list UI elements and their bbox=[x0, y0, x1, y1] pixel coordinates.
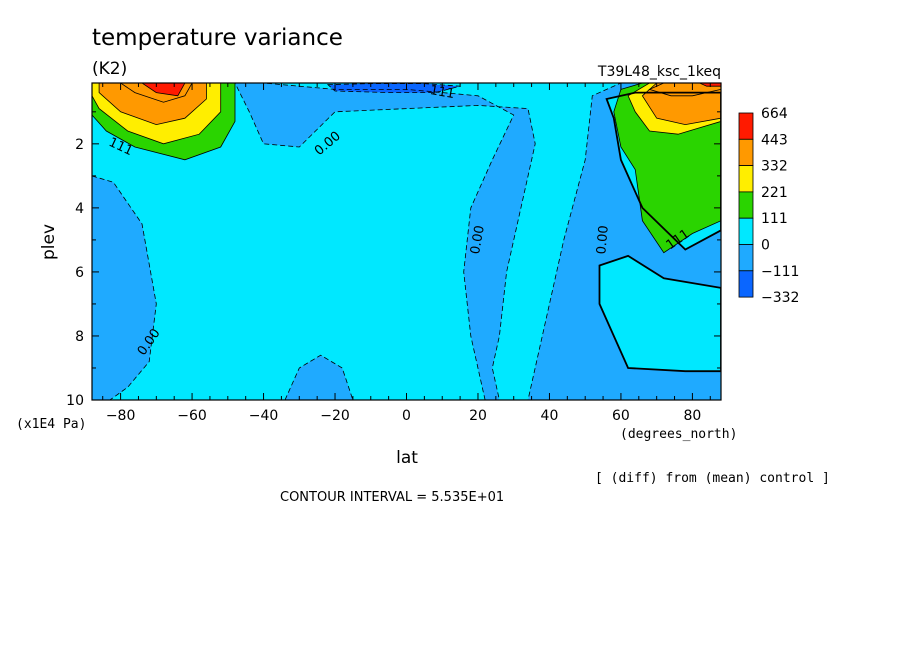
y-axis-label: plev bbox=[39, 224, 59, 260]
legend-label-6: −111 bbox=[761, 264, 799, 280]
x-tick-label-1: −60 bbox=[177, 408, 207, 424]
contour-region-6 bbox=[327, 83, 461, 93]
legend-swatch-1 bbox=[738, 138, 754, 167]
contour-line-7 bbox=[92, 83, 236, 161]
legend-swatch-6 bbox=[738, 270, 754, 298]
contour-line-4 bbox=[598, 254, 721, 373]
x-axis-units: (degrees_north) bbox=[620, 427, 737, 442]
x-tick-label-0: −80 bbox=[106, 408, 136, 424]
run-label: T39L48_ksc_1keq bbox=[597, 64, 721, 80]
contour-line-14 bbox=[641, 83, 721, 126]
y-axis-units: (x1E4 Pa) bbox=[16, 417, 86, 432]
y-tick-label-3: 8 bbox=[75, 329, 84, 345]
diff-note: [ (diff) from (mean) control ] bbox=[595, 471, 830, 486]
y-axis: 2 4 6 8 10 bbox=[66, 111, 721, 409]
x-tick-label-4: 0 bbox=[402, 408, 411, 424]
contour-interval: CONTOUR INTERVAL = 5.535E+01 bbox=[280, 490, 504, 505]
contour-region-2 bbox=[235, 83, 721, 400]
contour-line-5 bbox=[284, 354, 354, 400]
x-tick-label-8: 80 bbox=[683, 408, 701, 424]
legend-swatch-2 bbox=[738, 165, 754, 193]
contour-line-11 bbox=[141, 83, 186, 97]
contour-label-3: 111 bbox=[429, 83, 456, 102]
contour-line-9 bbox=[98, 83, 207, 126]
contour-label-4: 0.00 bbox=[468, 224, 488, 255]
legend-label-4: 111 bbox=[761, 211, 788, 227]
y-tick-label-1: 4 bbox=[75, 201, 84, 217]
y-tick-label-2: 6 bbox=[75, 265, 84, 281]
contour-line-10 bbox=[119, 83, 193, 103]
contour-region-1 bbox=[92, 175, 157, 400]
x-axis: −80 −60 −40 −20 0 20 40 60 80 bbox=[102, 83, 711, 424]
legend-swatch-3 bbox=[738, 191, 754, 219]
contour-line-2 bbox=[234, 83, 721, 400]
contour-line-16 bbox=[699, 83, 721, 87]
x-tick-label-2: −40 bbox=[249, 408, 279, 424]
color-legend: 664 443 332 221 111 0 −111 −332 bbox=[738, 106, 799, 306]
contour-lines bbox=[92, 83, 721, 400]
x-tick-label-7: 60 bbox=[612, 408, 630, 424]
contour-line-15 bbox=[648, 83, 721, 97]
y-tick-label-4: 10 bbox=[66, 393, 84, 409]
legend-label-7: −332 bbox=[761, 290, 799, 306]
legend-label-2: 332 bbox=[761, 159, 788, 175]
contour-line-3 bbox=[605, 91, 721, 251]
legend-label-5: 0 bbox=[761, 238, 770, 254]
chart-title: temperature variance bbox=[92, 25, 343, 51]
contour-label-5: 0.00 bbox=[594, 225, 611, 255]
contour-line-13 bbox=[627, 83, 721, 135]
contour-region-4 bbox=[599, 255, 721, 372]
contour-fill-regions bbox=[92, 83, 721, 400]
x-axis-label: lat bbox=[396, 448, 418, 468]
legend-swatch-0 bbox=[738, 112, 754, 140]
legend-label-3: 221 bbox=[761, 185, 788, 201]
legend-swatch-5 bbox=[738, 244, 754, 272]
x-tick-label-5: 20 bbox=[469, 408, 487, 424]
contour-region-5 bbox=[285, 355, 353, 400]
contour-line-12 bbox=[613, 83, 721, 254]
chart-units: (K2) bbox=[92, 59, 127, 79]
legend-swatch-4 bbox=[738, 217, 754, 245]
x-tick-label-3: −20 bbox=[320, 408, 350, 424]
legend-label-0: 664 bbox=[761, 106, 788, 122]
y-tick-label-0: 2 bbox=[75, 137, 84, 153]
contour-line-1 bbox=[92, 175, 157, 400]
legend-label-1: 443 bbox=[761, 132, 788, 148]
x-tick-label-6: 40 bbox=[541, 408, 559, 424]
contour-line-8 bbox=[92, 83, 222, 145]
